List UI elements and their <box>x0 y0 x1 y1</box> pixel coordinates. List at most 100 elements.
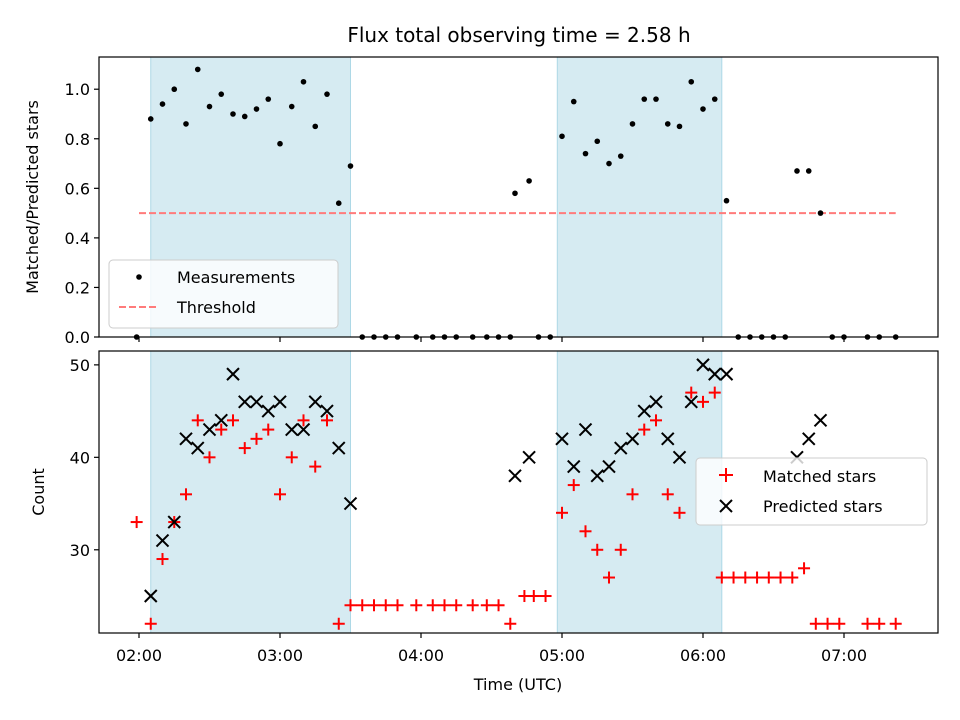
matched-star-point <box>527 590 540 603</box>
predicted-star-point <box>214 413 228 428</box>
measurement-point <box>241 113 248 120</box>
measurement-point <box>253 106 260 112</box>
predicted-star-point <box>649 395 663 409</box>
matched-star-point <box>762 571 775 584</box>
matched-star-point <box>697 395 709 408</box>
legend-threshold-label: Threshold <box>176 298 256 317</box>
predicted-star-point <box>602 459 616 474</box>
matched-star-point <box>708 386 721 399</box>
measurement-point <box>335 200 342 206</box>
predicted-star-point <box>343 496 358 511</box>
y-tick-label: 30 <box>70 541 90 560</box>
legend-measurements-marker <box>136 274 142 280</box>
matched-star-point <box>215 423 228 436</box>
bottom-plot: 30 40 50 02:00 03:00 04:00 05:00 06:00 07:00 Co… <box>29 350 939 694</box>
measurement-point <box>653 96 659 102</box>
y-tick-label: 0.8 <box>65 130 90 149</box>
matched-star-point <box>861 617 874 630</box>
matched-star-point <box>356 599 369 612</box>
predicted-star-point <box>802 432 816 446</box>
measurement-point <box>664 121 671 127</box>
y-tick-label: 1.0 <box>65 80 90 99</box>
measurement-point <box>147 116 154 122</box>
predicted-star-point <box>555 432 569 446</box>
measurement-point <box>688 78 695 85</box>
measurement-point <box>206 103 213 110</box>
matched-star-point <box>821 617 834 630</box>
predicted-star-point <box>296 422 311 437</box>
predicted-star-point <box>238 395 252 409</box>
top-y-axis-label: Matched/Predicted stars <box>23 100 42 294</box>
predicted-star-point <box>144 589 158 603</box>
measurement-point <box>265 96 272 102</box>
legend-matched-marker <box>719 468 733 482</box>
x-tick-label: 02:00 <box>116 646 162 665</box>
measurement-point <box>700 106 706 112</box>
measurement-point <box>230 111 236 117</box>
x-tick-label: 06:00 <box>680 646 726 665</box>
matched-star-point <box>344 599 357 612</box>
predicted-star-point <box>719 367 734 381</box>
measurement-point <box>171 86 178 93</box>
top-x-ticks <box>138 337 845 342</box>
predicted-star-point <box>261 404 275 418</box>
y-tick-label: 0.6 <box>65 179 90 198</box>
y-tick-label: 50 <box>70 356 90 375</box>
matched-star-point <box>466 599 479 612</box>
matched-star-point <box>250 432 263 445</box>
predicted-star-point <box>590 469 604 483</box>
matched-star-point <box>614 543 627 556</box>
measurement-point <box>570 98 577 105</box>
predicted-star-point <box>202 422 217 437</box>
legend-matched-label: Matched stars <box>763 467 876 486</box>
matched-star-point <box>798 562 811 575</box>
x-tick-label: 07:00 <box>821 646 867 665</box>
measurement-point <box>606 160 612 167</box>
measurement-point <box>312 123 319 130</box>
top-legend: Measurements Threshold <box>108 259 339 329</box>
matched-star-point <box>438 599 451 612</box>
matched-star-point <box>262 423 275 436</box>
predicted-star-point <box>508 469 522 483</box>
measurement-point <box>218 91 225 97</box>
matched-star-point <box>285 451 298 464</box>
predicted-star-point <box>332 441 346 455</box>
matched-star-point <box>833 617 846 630</box>
matched-star-point <box>227 414 239 427</box>
matched-star-point <box>332 617 345 630</box>
predicted-star-point <box>578 422 593 437</box>
matched-star-point <box>556 506 568 519</box>
x-tick-label: 04:00 <box>398 646 444 665</box>
measurement-point <box>711 96 718 102</box>
predicted-star-point <box>696 358 710 372</box>
measurement-point <box>347 163 354 169</box>
matched-star-point <box>579 525 592 538</box>
matched-star-point <box>739 571 752 584</box>
predicted-star-point <box>249 395 264 409</box>
predicted-star-point <box>637 404 651 418</box>
bottom-legend: Matched stars Predicted stars <box>695 457 928 526</box>
matched-star-point <box>661 488 674 501</box>
bottom-y-axis-label: Count <box>29 468 48 516</box>
matched-star-point <box>238 442 251 455</box>
matched-star-point <box>751 571 764 584</box>
measurement-point <box>805 168 812 174</box>
x-axis-label: Time (UTC) <box>473 675 562 694</box>
matched-star-point <box>591 543 604 556</box>
matched-star-point <box>203 451 216 464</box>
predicted-star-point <box>179 432 193 446</box>
matched-star-point <box>889 617 902 630</box>
measurement-point <box>512 190 518 197</box>
measurement-point <box>617 153 624 159</box>
top-y-ticks: 0.0 0.2 0.4 0.6 0.8 1.0 <box>65 80 99 347</box>
top-plot: 0.0 0.2 0.4 0.6 0.8 1.0 Matched/Predicted sta… <box>23 56 939 347</box>
measurement-point <box>277 140 283 147</box>
matched-star-point <box>685 386 698 399</box>
measurement-point <box>159 101 166 107</box>
matched-star-point <box>504 617 517 630</box>
matched-star-point <box>492 599 505 612</box>
matched-stars-series <box>130 386 902 630</box>
matched-star-point <box>873 617 886 630</box>
matched-star-point <box>321 414 333 427</box>
